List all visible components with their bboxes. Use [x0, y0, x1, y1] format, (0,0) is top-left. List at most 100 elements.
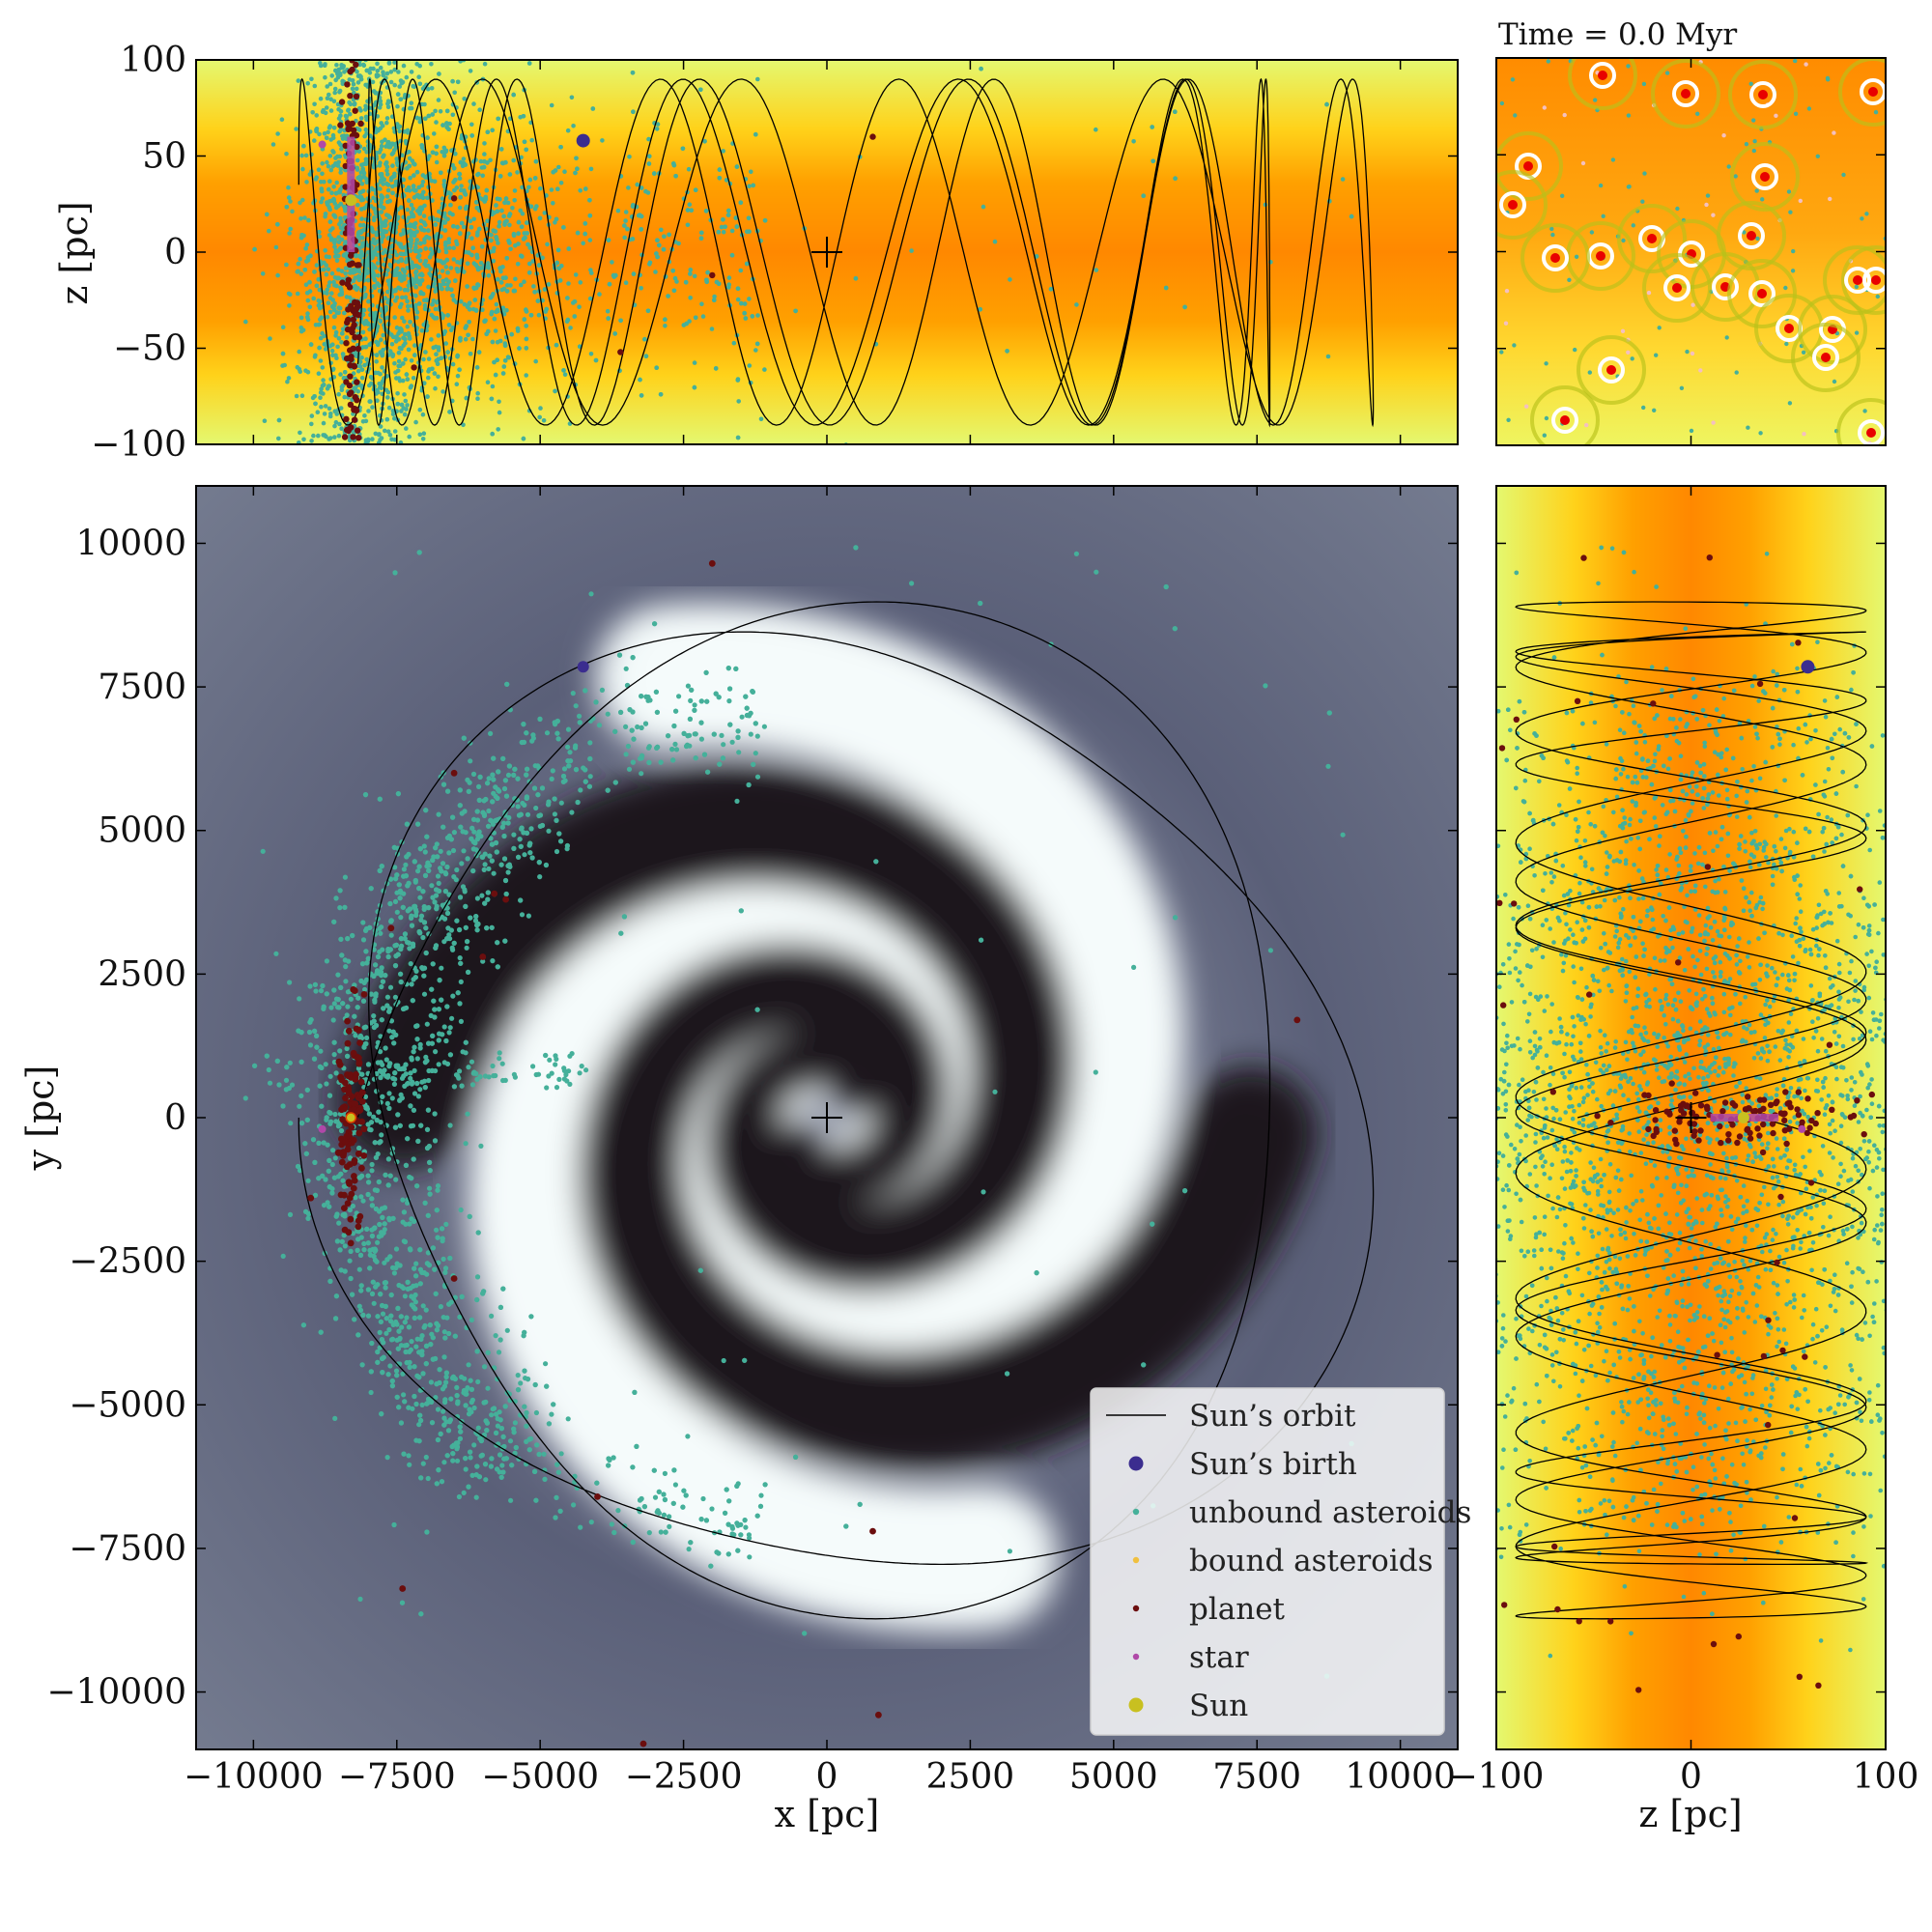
tick-label: 50	[142, 137, 186, 177]
asteroid-dot	[672, 1482, 679, 1488]
asteroid-dot	[457, 176, 463, 181]
asteroid-dot	[745, 229, 750, 235]
asteroid-dot	[364, 180, 370, 185]
hill-sphere-ring	[1577, 335, 1646, 405]
asteroid-dot	[503, 159, 508, 165]
asteroid-dot	[375, 261, 381, 266]
asteroid-dot	[402, 276, 407, 282]
asteroid-dot	[415, 249, 420, 254]
asteroid-dot	[1854, 330, 1860, 335]
asteroid-dot	[411, 186, 416, 192]
asteroid-dot	[308, 342, 314, 347]
asteroid-dot	[521, 436, 526, 441]
asteroid-dot	[1542, 433, 1548, 438]
asteroid-dot	[405, 403, 410, 408]
asteroid-dot	[413, 419, 418, 425]
asteroid-dot	[290, 209, 295, 214]
asteroid-dot	[365, 139, 371, 144]
asteroid-dot	[344, 114, 350, 119]
asteroid-dot	[517, 346, 522, 351]
asteroid-dot	[336, 268, 341, 272]
asteroid-dot	[373, 431, 379, 437]
asteroid-dot	[367, 476, 372, 481]
asteroid-dot	[1589, 230, 1595, 235]
asteroid-dot	[1131, 964, 1137, 971]
asteroid-dot	[273, 244, 279, 250]
planet-ring	[1542, 244, 1569, 271]
asteroid-dot	[574, 156, 579, 161]
asteroid-dot	[355, 368, 361, 374]
asteroid-dot	[493, 229, 498, 234]
asteroid-dot	[324, 105, 329, 110]
asteroid-dot	[626, 185, 631, 190]
asteroid-dot	[427, 236, 432, 241]
asteroid-dot	[434, 159, 440, 165]
asteroid-dot	[307, 304, 313, 310]
asteroid-dot	[497, 410, 502, 415]
asteroid-dot	[318, 395, 323, 401]
asteroid-dot	[556, 164, 561, 170]
asteroid-dot	[379, 210, 384, 214]
asteroid-dot	[421, 381, 427, 386]
asteroid-dot	[667, 232, 671, 238]
asteroid-dot	[335, 972, 341, 978]
asteroid-dot	[351, 371, 356, 376]
asteroid-dot	[331, 213, 336, 218]
asteroid-dot	[557, 278, 563, 283]
asteroid-dot	[312, 270, 317, 274]
asteroid-dot	[371, 275, 377, 280]
asteroid-dot	[508, 1497, 514, 1503]
asteroid-dot	[657, 242, 662, 248]
asteroid-dot	[357, 62, 362, 68]
asteroid-dot	[423, 350, 428, 355]
asteroid-dot	[384, 272, 389, 277]
asteroid-dot	[326, 129, 330, 135]
asteroid-dot	[1007, 1548, 1012, 1554]
asteroid-dot	[497, 219, 502, 225]
asteroid-dot	[671, 288, 677, 294]
hill-sphere-ring	[1617, 204, 1687, 273]
asteroid-dot	[396, 242, 402, 246]
asteroid-dot	[340, 1178, 346, 1183]
asteroid-dot	[451, 874, 457, 880]
asteroid-dot	[405, 130, 411, 135]
planet-dot	[357, 120, 364, 128]
asteroid-dot	[569, 810, 575, 815]
asteroid-dot	[481, 164, 487, 170]
asteroid-dot	[674, 279, 679, 284]
planet-dot	[352, 107, 358, 114]
asteroid-dot	[698, 236, 704, 241]
asteroid-dot	[422, 298, 427, 303]
asteroid-dot	[362, 413, 367, 418]
time-label: Time = 0.0 Myr	[1498, 17, 1737, 52]
asteroid-dot	[1806, 106, 1812, 111]
asteroid-dot	[978, 307, 982, 312]
asteroid-dot	[685, 222, 691, 228]
asteroid-dot	[459, 220, 465, 226]
asteroid-dot	[298, 315, 304, 321]
asteroid-dot	[449, 287, 454, 293]
asteroid-dot	[344, 335, 350, 340]
asteroid-dot	[413, 244, 418, 250]
asteroid-dot	[403, 336, 408, 342]
asteroid-dot	[450, 293, 455, 298]
asteroid-dot	[511, 157, 516, 163]
asteroid-dot	[637, 213, 641, 218]
planet-dot	[344, 326, 352, 333]
asteroid-dot	[434, 352, 439, 357]
asteroid-dot	[371, 217, 377, 223]
asteroid-dot	[444, 125, 450, 129]
asteroid-dot	[587, 296, 593, 301]
asteroid-dot	[330, 353, 335, 358]
asteroid-dot	[433, 1049, 439, 1055]
asteroid-dot	[378, 930, 384, 936]
asteroid-dot	[1832, 130, 1836, 135]
asteroid-dot	[335, 344, 340, 350]
asteroid-dot	[387, 433, 393, 438]
asteroid-dot	[476, 350, 482, 355]
asteroid-dot	[1733, 174, 1738, 179]
asteroid-dot	[351, 81, 356, 87]
asteroid-dot	[327, 1073, 333, 1079]
planet-dot	[1784, 324, 1794, 333]
